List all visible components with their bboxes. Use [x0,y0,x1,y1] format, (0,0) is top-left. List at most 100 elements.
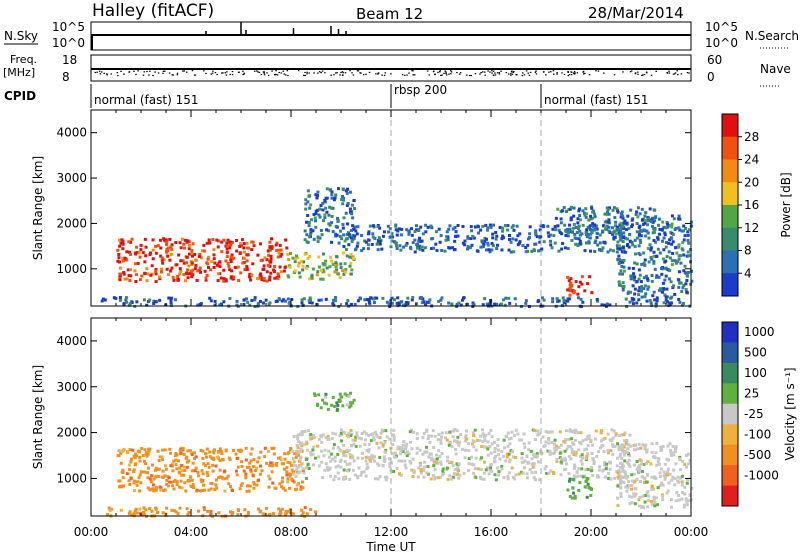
velocity-data-cell [684,497,688,501]
power-data-cell [335,255,339,259]
velocity-data-cell [129,460,133,464]
power-data-cell [647,219,651,223]
velocity-data-cell [248,461,252,465]
power-data-cell [481,224,485,228]
velocity-data-cell [688,458,692,462]
nave-point [450,73,452,75]
velocity-data-cell [324,436,328,440]
velocity-data-cell [265,461,269,465]
velocity-data-cell [382,455,386,459]
power-data-cell [399,248,403,252]
velocity-data-cell [605,462,609,466]
nave-point [362,74,365,76]
power-data-cell [636,206,640,210]
nave-point [597,70,600,72]
velocity-data-cell [179,449,183,453]
nave-point [283,73,285,75]
y-tick-label: 3000 [56,171,87,185]
power-data-cell [188,243,192,247]
power-data-cell [197,255,201,259]
nave-point [535,73,538,75]
beam-title: Beam 12 [356,5,423,23]
power-data-cell [450,302,454,306]
nave-point [563,73,566,76]
power-data-cell [275,248,279,252]
power-data-cell [677,278,681,282]
power-data-cell [564,209,568,213]
velocity-data-cell [652,495,656,499]
freq-strip: Freq. [MHz] 18 8 60 0 Nave [3,53,791,87]
velocity-data-cell [262,512,266,516]
velocity-data-cell [384,429,388,433]
velocity-data-cell [611,452,615,456]
power-data-cell [347,233,351,237]
power-data-cell [331,206,335,210]
power-data-cell [196,303,200,307]
power-data-cell [268,245,272,249]
velocity-data-cell [202,483,206,487]
power-data-cell [567,223,571,227]
power-data-cell [466,235,470,239]
power-data-cell [593,227,597,231]
power-data-cell [633,292,637,296]
power-data-cell [650,220,654,224]
velocity-data-cell [336,446,340,450]
power-data-cell [134,252,138,256]
velocity-data-cell [472,463,476,467]
velocity-data-cell [563,449,567,453]
velocity-data-cell [571,430,575,434]
power-data-cell [226,262,230,266]
power-data-cell [533,249,537,253]
power-data-cell [503,303,507,307]
velocity-data-cell [259,464,263,468]
velocity-data-cell [568,428,572,432]
velocity-data-cell [209,512,213,516]
velocity-data-cell [271,512,275,516]
power-data-cell [640,285,644,289]
power-data-cell [621,246,625,250]
velocity-data-cell [643,477,647,481]
power-data-cell [573,236,577,240]
velocity-data-cell [189,484,193,488]
power-data-cell [304,207,308,211]
power-data-cell [494,231,498,235]
nave-point [157,72,160,74]
power-data-cell [262,278,266,282]
velocity-data-cell [683,492,687,496]
velocity-data-cell [384,450,388,454]
power-data-cell [226,244,230,248]
velocity-data-cell [410,428,414,432]
velocity-data-cell [585,476,589,480]
power-data-cell [269,254,273,258]
power-data-cell [684,288,688,292]
velocity-data-cell [324,462,328,466]
power-data-cell [128,302,132,306]
power-data-cell [627,266,631,270]
power-data-cell [677,214,681,218]
power-data-cell [187,264,191,268]
power-data-cell [603,212,607,216]
power-data-cell [206,257,210,261]
power-data-cell [319,204,323,208]
velocity-data-cell [276,456,280,460]
velocity-data-cell [299,487,303,491]
power-data-cell [420,301,424,305]
power-data-cell [310,276,314,280]
nave-point [573,72,575,75]
velocity-data-cell [343,392,347,396]
power-data-cell [125,258,129,262]
power-data-cell [183,279,187,283]
power-data-cell [536,300,540,304]
power-data-cell [511,237,515,241]
velocity-data-cell [214,478,218,482]
power-data-cell [204,276,208,280]
velocity-data-cell [583,485,587,489]
velocity-data-cell [356,476,360,480]
velocity-data-cell [593,437,597,441]
colorbar-tick-label: 20 [744,175,759,189]
power-data-cell [235,249,239,253]
velocity-data-cell [674,499,678,503]
power-data-cell [655,296,659,300]
velocity-data-cell [663,462,667,466]
velocity-data-cell [365,448,369,452]
